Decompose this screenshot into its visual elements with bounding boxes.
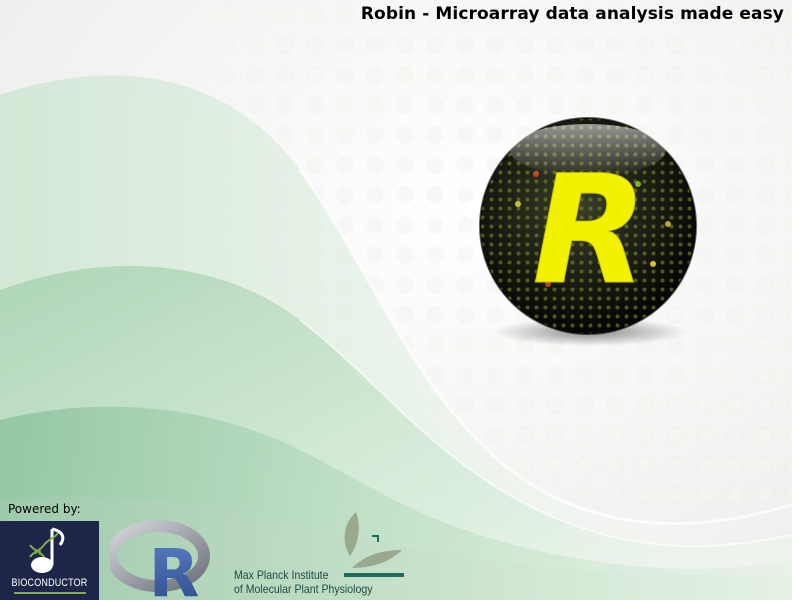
r-project-letter: R [149, 535, 200, 600]
mpi-logo: Max Planck Institute of Molecular Plant … [232, 510, 412, 600]
app-title: Robin - Microarray data analysis made ea… [360, 4, 784, 24]
bioconductor-logo-icon [29, 527, 65, 573]
bioconductor-underline [14, 592, 86, 594]
mpi-name-line2: of Molecular Plant Physiology [234, 582, 373, 596]
bioconductor-logo: BIOCONDUCTOR [0, 521, 99, 600]
robin-orb-icon: R [479, 117, 697, 346]
bioconductor-label: BIOCONDUCTOR [11, 577, 88, 589]
robin-r-letter: R [532, 144, 648, 318]
mpi-divider [344, 573, 404, 577]
mpi-name-line1: Max Planck Institute [234, 568, 329, 582]
mpi-leaf-logo-icon [344, 512, 402, 568]
powered-by-label: Powered by: [8, 502, 81, 516]
r-project-logo-icon: R [110, 520, 210, 600]
